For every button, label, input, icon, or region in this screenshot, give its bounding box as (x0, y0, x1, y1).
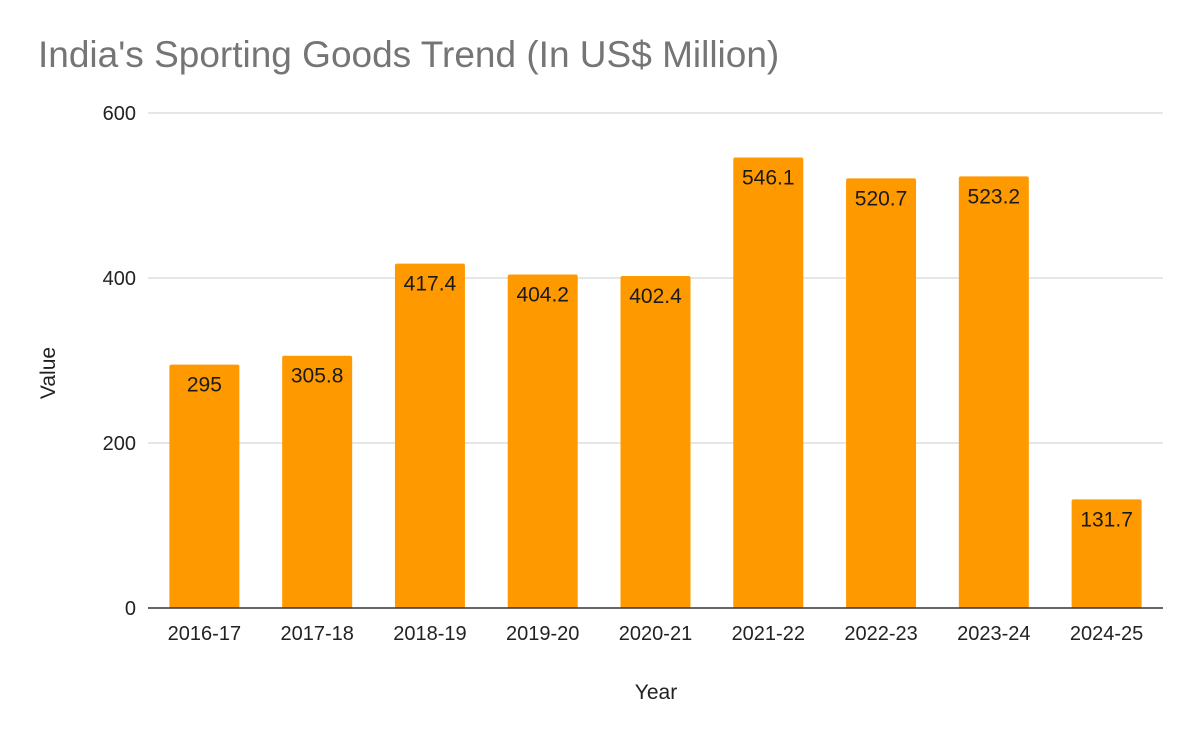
x-axis-title: Year (635, 681, 677, 704)
bar (282, 355, 353, 608)
x-tick-label: 2016-17 (168, 623, 241, 645)
chart-title: India's Sporting Goods Trend (In US$ Mil… (38, 34, 780, 75)
x-tick-label: 2017-18 (280, 623, 353, 645)
x-tick-label: 2024-25 (1070, 623, 1143, 645)
bar-value-label: 402.4 (629, 285, 682, 308)
bar-value-label: 305.8 (291, 365, 344, 388)
bar (169, 364, 240, 608)
bar (507, 274, 578, 608)
x-tick-label: 2018-19 (393, 623, 466, 645)
x-tick-label: 2020-21 (619, 623, 692, 645)
bar (958, 176, 1029, 609)
y-tick-label: 200 (103, 433, 136, 455)
bar-value-label: 417.4 (404, 273, 457, 296)
x-tick-label: 2022-23 (844, 623, 917, 645)
bar (620, 276, 691, 608)
axes: 0 200 400 600 2016-17 2017-18 2018-19 2019-20 20… (103, 103, 1163, 645)
y-tick-label: 400 (103, 268, 136, 290)
bar-value-label: 131.7 (1080, 508, 1133, 531)
bar (1071, 499, 1142, 608)
x-tick-label: 2021-22 (732, 623, 805, 645)
bar-value-label: 295 (187, 374, 222, 397)
x-tick-label: 2023-24 (957, 623, 1030, 645)
x-tick-label: 2019-20 (506, 623, 579, 645)
bars (169, 157, 1142, 609)
y-tick-label: 0 (125, 598, 136, 620)
bar-value-label: 523.2 (968, 185, 1021, 208)
y-axis-title: Value (37, 347, 60, 399)
bar-value-label: 546.1 (742, 166, 795, 189)
bar-value-label: 520.7 (855, 187, 908, 210)
data-labels: 295 305.8 417.4 404.2 402.4 546.1 520.7 523.2 13… (187, 166, 1133, 531)
bar-value-label: 404.2 (516, 284, 569, 307)
bar (733, 157, 804, 608)
y-tick-label: 600 (103, 103, 136, 125)
bar (846, 178, 917, 609)
bar (394, 263, 465, 608)
